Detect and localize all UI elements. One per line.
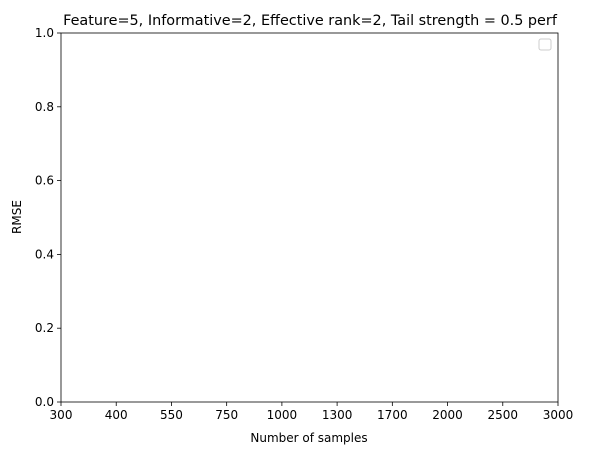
y-tick-label: 0.4 [35,247,54,261]
x-tick-label: 1700 [377,408,408,422]
x-tick-label: 750 [215,408,238,422]
y-tick-label: 0.6 [35,174,54,188]
x-tick-label: 2500 [488,408,519,422]
y-tick-label: 0.8 [35,100,54,114]
x-axis-label: Number of samples [250,431,367,445]
legend-box [538,38,552,51]
x-tick-label: 2000 [432,408,463,422]
x-tick-label: 3000 [543,408,574,422]
y-tick-label: 0.0 [35,395,54,409]
x-axis: 300 400 550 750 1000 1300 1700 2000 2500 3000 [50,402,574,422]
x-tick-label: 1300 [322,408,353,422]
x-tick-label: 300 [50,408,73,422]
x-tick-label: 1000 [267,408,298,422]
y-axis-label: RMSE [10,200,24,234]
x-tick-label: 400 [105,408,128,422]
y-tick-label: 0.2 [35,321,54,335]
y-axis: 0.0 0.2 0.4 0.6 0.8 1.0 [35,26,61,409]
y-tick-label: 1.0 [35,26,54,40]
x-tick-label: 550 [160,408,183,422]
plot-area [60,32,559,403]
chart-title: Feature=5, Informative=2, Effective rank… [63,13,558,29]
